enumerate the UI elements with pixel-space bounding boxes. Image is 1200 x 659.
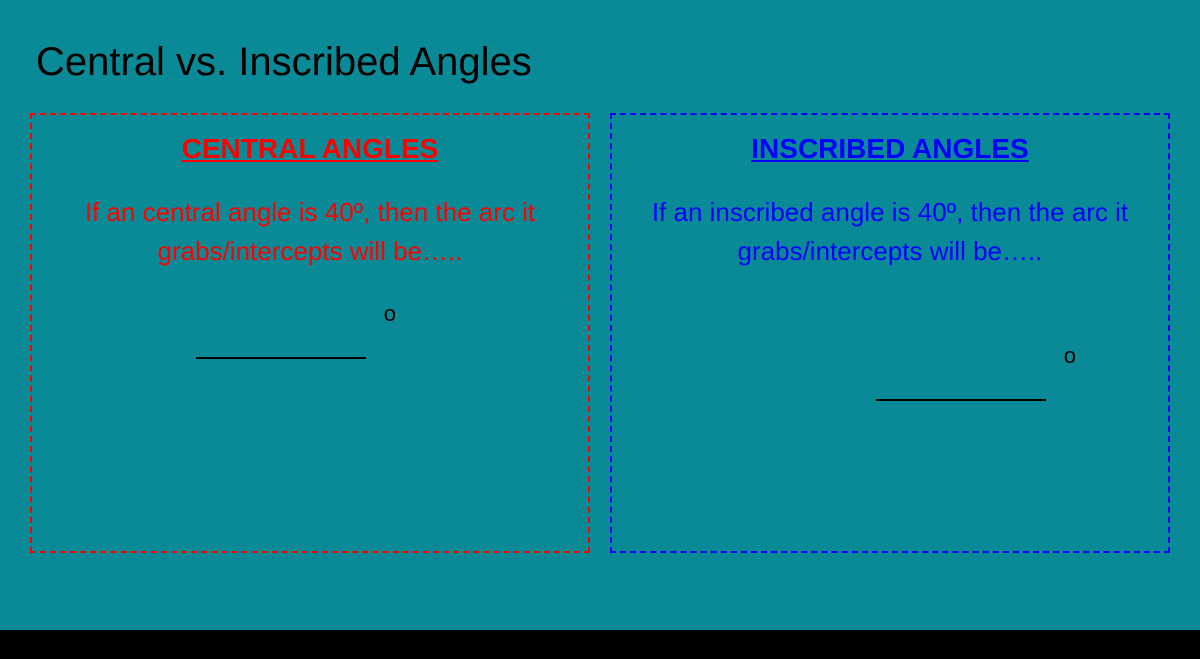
central-angles-box: CENTRAL ANGLES If an central angle is 40… <box>30 113 590 553</box>
inscribed-body-text: If an inscribed angle is 40º, then the a… <box>626 193 1154 271</box>
slide: Central vs. Inscribed Angles CENTRAL ANG… <box>0 0 1200 630</box>
blank-line <box>196 357 366 359</box>
columns-container: CENTRAL ANGLES If an central angle is 40… <box>30 113 1170 553</box>
central-body-text: If an central angle is 40º, then the arc… <box>46 193 574 271</box>
central-answer-blank: o <box>196 319 396 359</box>
bottom-bar <box>0 630 1200 659</box>
inscribed-answer-blank: o <box>876 361 1076 401</box>
inscribed-heading: INSCRIBED ANGLES <box>626 133 1154 165</box>
degree-icon: o <box>1064 343 1076 369</box>
blank-line <box>876 399 1046 401</box>
page-title: Central vs. Inscribed Angles <box>36 40 1170 85</box>
degree-icon: o <box>384 301 396 327</box>
central-heading: CENTRAL ANGLES <box>46 133 574 165</box>
inscribed-angles-box: INSCRIBED ANGLES If an inscribed angle i… <box>610 113 1170 553</box>
